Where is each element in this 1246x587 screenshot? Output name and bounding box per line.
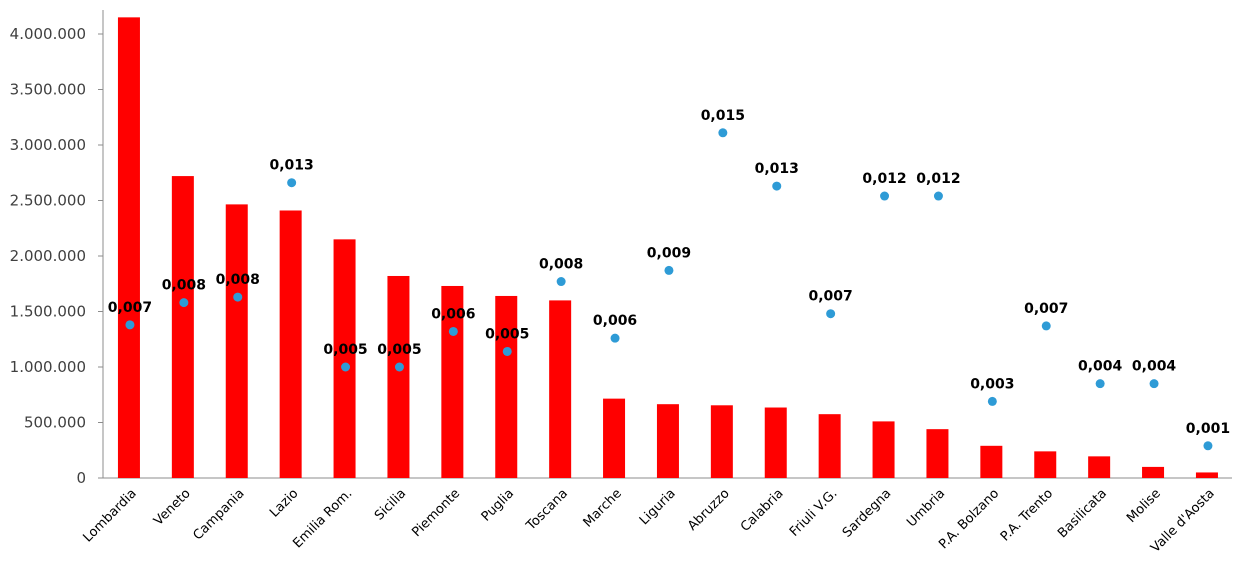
data-point (341, 362, 351, 372)
data-label: 0,012 (916, 171, 960, 187)
bar (387, 275, 410, 478)
data-label: 0,008 (539, 257, 583, 273)
bar (1088, 456, 1111, 478)
y-tick-label: 2.500.000 (10, 192, 86, 210)
bar (549, 300, 572, 478)
x-tick-label: Campania (190, 486, 247, 543)
x-tick-label: Sicilia (372, 486, 409, 523)
data-point (448, 326, 458, 336)
y-tick-label: 0 (76, 469, 86, 487)
data-label: 0,003 (970, 376, 1014, 392)
bar (872, 421, 895, 478)
x-tick-label: Toscana (523, 486, 571, 534)
data-point (880, 191, 890, 201)
x-tick-label: Puglia (479, 486, 517, 524)
data-label: 0,012 (862, 171, 906, 187)
y-tick-label: 4.000.000 (10, 25, 86, 43)
x-tick-label: Veneto (151, 486, 194, 529)
bar (441, 285, 464, 478)
data-label: 0,005 (323, 342, 367, 358)
bar (495, 295, 518, 478)
x-tick-label: P.A. Trento (998, 486, 1056, 544)
data-label: 0,005 (485, 326, 529, 342)
y-tick-label: 3.500.000 (10, 81, 86, 99)
y-tick-label: 1.500.000 (10, 303, 86, 321)
bar (1195, 472, 1218, 478)
x-tick-label: Molise (1124, 486, 1164, 526)
data-label: 0,004 (1078, 359, 1123, 375)
data-point (233, 292, 243, 302)
x-tick-label: Piemonte (409, 486, 463, 540)
data-label: 0,007 (108, 300, 152, 316)
data-point (179, 298, 189, 308)
data-label: 0,013 (755, 161, 799, 177)
x-tick-label: Calabria (738, 486, 787, 535)
x-tick-label: Marche (581, 486, 625, 530)
bar (980, 445, 1003, 478)
x-tick-label: Umbria (904, 486, 948, 530)
y-tick-label: 2.000.000 (10, 247, 86, 265)
data-label: 0,013 (270, 158, 314, 174)
x-tick-label: Lombardia (81, 486, 140, 545)
bar (279, 210, 302, 479)
data-point (718, 128, 728, 138)
data-label: 0,004 (1132, 359, 1177, 375)
data-point (1149, 379, 1159, 389)
y-tick-label: 500.000 (24, 414, 86, 432)
data-point (664, 265, 674, 275)
bar (656, 404, 679, 478)
data-point (1041, 321, 1051, 331)
data-point (394, 362, 404, 372)
data-point (987, 396, 997, 406)
data-label: 0,007 (1024, 301, 1068, 317)
y-tick-label: 1.000.000 (10, 358, 86, 376)
data-point (1095, 379, 1105, 389)
data-label: 0,006 (431, 306, 475, 322)
x-tick-label: Abruzzo (685, 486, 733, 534)
data-point (933, 191, 943, 201)
data-point (502, 346, 512, 356)
data-label: 0,008 (162, 278, 206, 294)
data-point (610, 333, 620, 343)
bar (710, 405, 733, 478)
x-tick-label: Lazio (267, 486, 301, 520)
x-tick-label: Basilicata (1055, 486, 1110, 541)
bar (225, 204, 248, 478)
data-label: 0,007 (809, 289, 853, 305)
data-label: 0,015 (701, 108, 745, 124)
bar (603, 398, 626, 478)
data-label: 0,006 (593, 313, 637, 329)
data-point (287, 178, 297, 188)
x-tick-label: Liguria (637, 486, 679, 528)
bar (171, 176, 194, 478)
data-label: 0,001 (1186, 421, 1230, 437)
bar (818, 414, 841, 478)
data-label: 0,005 (377, 342, 421, 358)
data-point (772, 181, 782, 191)
data-point (125, 320, 135, 330)
data-label: 0,008 (216, 272, 260, 288)
bar (333, 239, 356, 478)
bar (1034, 451, 1057, 478)
data-point (1203, 441, 1213, 451)
data-label: 0,009 (647, 245, 691, 261)
bar (1142, 466, 1165, 478)
x-tick-label: Sardegna (840, 486, 894, 540)
data-point (826, 309, 836, 319)
y-tick-label: 3.000.000 (10, 136, 86, 154)
bar (764, 407, 787, 478)
bar (117, 17, 140, 478)
x-tick-label: Friuli V.G. (787, 486, 840, 539)
bar (926, 429, 949, 478)
data-point (556, 277, 566, 287)
